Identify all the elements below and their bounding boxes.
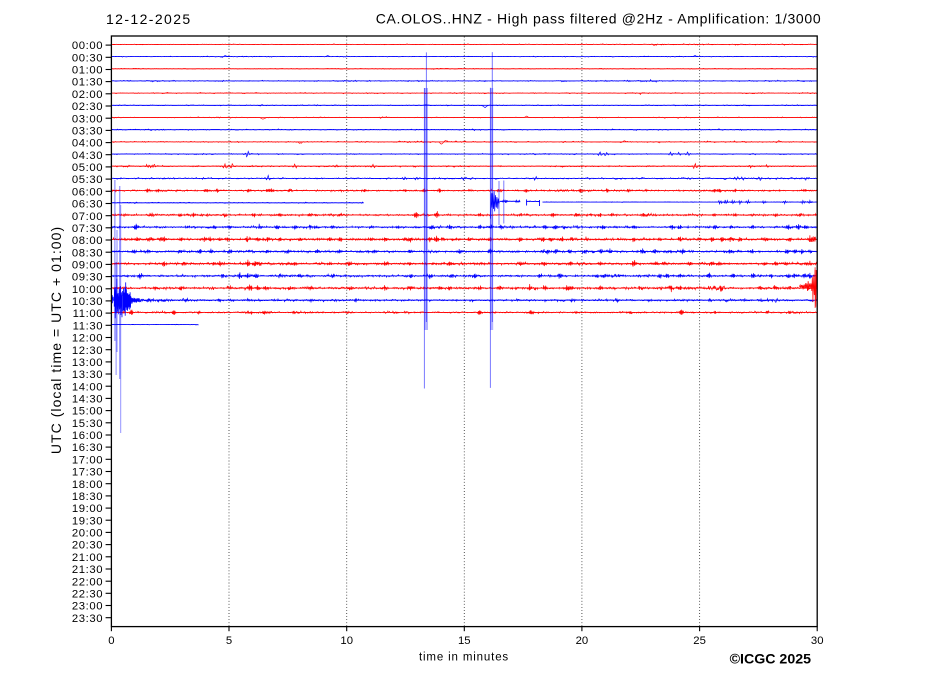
svg-text:11:30: 11:30 — [73, 320, 104, 332]
svg-text:00:00: 00:00 — [72, 40, 103, 52]
svg-text:12-12-2025: 12-12-2025 — [106, 11, 192, 27]
svg-text:09:00: 09:00 — [72, 260, 103, 272]
svg-text:21:30: 21:30 — [72, 564, 103, 576]
svg-text:07:30: 07:30 — [72, 223, 103, 235]
svg-text:23:00: 23:00 — [72, 601, 103, 613]
svg-text:20:30: 20:30 — [72, 540, 103, 552]
svg-text:CA.OLOS..HNZ - High pass filte: CA.OLOS..HNZ - High pass filtered @2Hz -… — [376, 11, 822, 27]
svg-text:20:00: 20:00 — [72, 528, 103, 540]
svg-text:03:30: 03:30 — [72, 126, 103, 138]
svg-text:12:00: 12:00 — [72, 333, 103, 345]
svg-text:06:30: 06:30 — [72, 199, 103, 211]
svg-text:16:00: 16:00 — [72, 430, 103, 442]
svg-text:10:00: 10:00 — [72, 284, 103, 296]
svg-text:15:00: 15:00 — [72, 406, 103, 418]
svg-text:04:00: 04:00 — [72, 138, 103, 150]
svg-text:05:00: 05:00 — [72, 162, 103, 174]
svg-text:14:00: 14:00 — [72, 381, 103, 393]
svg-text:UTC (local time = UTC + 01:00): UTC (local time = UTC + 01:00) — [48, 226, 64, 454]
svg-text:25: 25 — [693, 635, 706, 647]
svg-text:02:00: 02:00 — [72, 89, 103, 101]
svg-text:19:00: 19:00 — [72, 503, 103, 515]
svg-text:15: 15 — [458, 635, 471, 647]
svg-text:05:30: 05:30 — [72, 174, 103, 186]
svg-text:22:00: 22:00 — [72, 576, 103, 588]
svg-text:08:00: 08:00 — [72, 235, 103, 247]
svg-text:08:30: 08:30 — [72, 247, 103, 259]
svg-text:17:30: 17:30 — [72, 467, 103, 479]
svg-text:13:30: 13:30 — [72, 369, 103, 381]
svg-text:0: 0 — [108, 635, 114, 647]
svg-text:11:00: 11:00 — [73, 308, 104, 320]
svg-text:04:30: 04:30 — [72, 150, 103, 162]
svg-text:13:00: 13:00 — [72, 357, 103, 369]
svg-text:12:30: 12:30 — [72, 345, 103, 357]
svg-text:14:30: 14:30 — [72, 394, 103, 406]
svg-text:02:30: 02:30 — [72, 101, 103, 113]
svg-text:01:00: 01:00 — [72, 65, 103, 77]
svg-text:15:30: 15:30 — [72, 418, 103, 430]
svg-text:18:00: 18:00 — [72, 479, 103, 491]
svg-text:©ICGC 2025: ©ICGC 2025 — [730, 652, 812, 668]
svg-text:00:30: 00:30 — [72, 52, 103, 64]
svg-text:22:30: 22:30 — [72, 588, 103, 600]
svg-text:18:30: 18:30 — [72, 491, 103, 503]
svg-text:time in minutes: time in minutes — [419, 652, 509, 664]
svg-text:10: 10 — [340, 635, 353, 647]
svg-text:17:00: 17:00 — [72, 454, 103, 466]
svg-text:30: 30 — [811, 635, 824, 647]
svg-text:09:30: 09:30 — [72, 272, 103, 284]
svg-text:21:00: 21:00 — [72, 552, 103, 564]
svg-text:10:30: 10:30 — [72, 296, 103, 308]
svg-text:20: 20 — [576, 635, 589, 647]
svg-text:23:30: 23:30 — [72, 613, 103, 625]
svg-text:01:30: 01:30 — [72, 77, 103, 89]
svg-text:19:30: 19:30 — [72, 515, 103, 527]
svg-text:06:00: 06:00 — [72, 186, 103, 198]
svg-text:5: 5 — [226, 635, 232, 647]
svg-text:07:00: 07:00 — [72, 211, 103, 223]
svg-text:16:30: 16:30 — [72, 442, 103, 454]
svg-text:03:00: 03:00 — [72, 113, 103, 125]
